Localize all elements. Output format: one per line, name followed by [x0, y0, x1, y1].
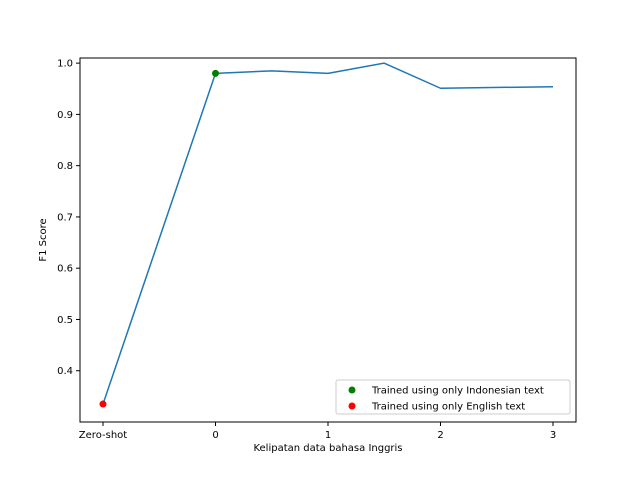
- x-tick-label-1: 0: [212, 430, 218, 441]
- marker-point-0: [212, 69, 219, 77]
- legend-marker-1: [348, 402, 356, 410]
- y-tick-label-5: 0.9: [57, 110, 73, 121]
- x-tick-label-3: 2: [437, 430, 443, 441]
- legend-items: Trained using only Indonesian text Traine…: [348, 386, 544, 413]
- legend-label-1: Trained using only English text: [371, 402, 525, 413]
- legend-box: [335, 379, 571, 415]
- x-axis-ticks: Zero-shot 0 1 2 3: [79, 422, 556, 441]
- y-tick-label-4: 0.8: [57, 161, 73, 172]
- marker-layer: [99, 69, 219, 408]
- x-tick-label-0: Zero-shot: [79, 430, 127, 441]
- y-tick-label-0: 0.4: [57, 366, 73, 377]
- x-tick-label-4: 3: [550, 430, 556, 441]
- y-tick-label-6: 1.0: [57, 59, 73, 70]
- legend-label-0: Trained using only Indonesian text: [371, 386, 544, 397]
- marker-point-1: [99, 400, 107, 408]
- y-axis-ticks: 0.4 0.5 0.6 0.7 0.8 0.9 1.0: [57, 59, 80, 377]
- legend: Trained using only Indonesian text Traine…: [335, 379, 571, 415]
- x-axis-label: Kelipatan data bahasa Inggris: [253, 443, 402, 454]
- x-tick-label-2: 1: [325, 430, 331, 441]
- y-tick-label-2: 0.6: [57, 264, 73, 275]
- y-tick-label-1: 0.5: [57, 315, 73, 326]
- legend-marker-0: [348, 386, 356, 394]
- y-tick-label-3: 0.7: [57, 212, 73, 223]
- y-axis-label: F1 Score: [38, 218, 49, 261]
